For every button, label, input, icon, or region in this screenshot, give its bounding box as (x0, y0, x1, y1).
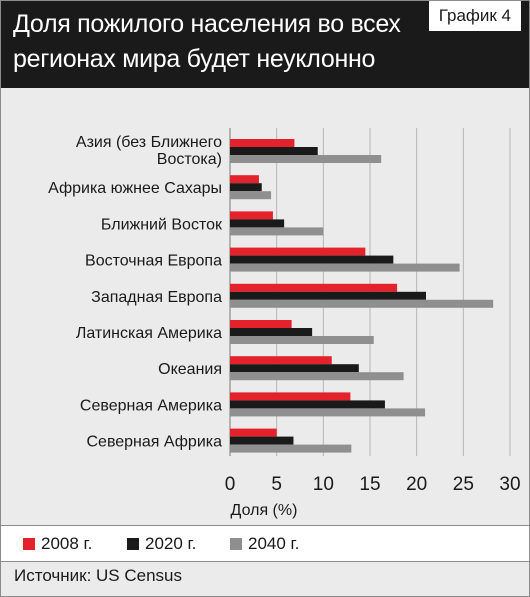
bar-8-series-1 (230, 392, 351, 401)
category-label-6: Латинская Америка (76, 325, 222, 342)
category-label-7: Океания (158, 361, 222, 378)
x-tick-label-0: 0 (225, 474, 236, 495)
bar-3-series-3 (230, 227, 324, 236)
bar-2-series-1 (230, 175, 259, 184)
bar-8-series-3 (230, 408, 426, 417)
bar-chart: Азия (без Ближнего Востока) Африка южнее С… (48, 128, 521, 519)
legend-label-2040: 2040 г. (248, 534, 300, 553)
bar-2-series-2 (230, 183, 262, 192)
source-note: Источник: US Census (14, 566, 182, 585)
category-label-8: Северная Америка (80, 397, 222, 414)
bar-6-series-2 (230, 328, 313, 336)
bar-4-series-3 (230, 263, 460, 272)
legend-swatch-2040 (230, 538, 242, 550)
bar-2-series-3 (230, 191, 272, 200)
bar-5-series-3 (230, 299, 494, 308)
category-label-9: Северная Африка (86, 434, 222, 451)
x-tick-label-25: 25 (453, 474, 474, 495)
bar-6-series-3 (230, 336, 374, 344)
bar-5-series-2 (230, 291, 426, 300)
category-label-3: Ближний Восток (101, 216, 223, 233)
bar-3-series-2 (230, 219, 285, 228)
legend-label-2020: 2020 г. (145, 534, 197, 553)
bar-1-series-1 (230, 139, 295, 147)
bar-9-series-1 (230, 428, 277, 437)
category-label-2: Африка южнее Сахары (48, 180, 222, 197)
bar-7-series-2 (230, 364, 359, 373)
legend-swatch-2008 (23, 538, 35, 550)
x-tick-label-5: 5 (271, 474, 282, 495)
category-label-1: Азия (без Ближнего Востока) (76, 134, 222, 168)
bar-7-series-3 (230, 372, 404, 381)
plot-area: Азия (без Ближнего Востока) Африка южнее С… (1, 88, 529, 524)
bar-8-series-2 (230, 400, 385, 409)
x-tick-label-30: 30 (499, 474, 520, 495)
legend-label-2008: 2008 г. (41, 534, 93, 553)
x-tick-label-20: 20 (406, 474, 427, 495)
legend-item-2020: 2020 г. (127, 526, 196, 561)
legend-item-2008: 2008 г. (23, 526, 92, 561)
chart-number-tag: График 4 (428, 1, 521, 31)
legend-swatch-2020 (127, 538, 139, 550)
bar-6-series-1 (230, 320, 292, 328)
bar-5-series-1 (230, 283, 398, 292)
chart-header: Доля пожилого населения во всех регионах… (1, 1, 529, 108)
bar-7-series-1 (230, 356, 332, 365)
bar-4-series-2 (230, 255, 394, 264)
bar-4-series-1 (230, 247, 366, 256)
bar-3-series-1 (230, 211, 273, 220)
bar-1-series-2 (230, 147, 318, 155)
bar-9-series-2 (230, 436, 294, 445)
legend: 2008 г. 2020 г. 2040 г. (1, 525, 529, 562)
x-tick-label-15: 15 (359, 474, 380, 495)
category-label-5: Западная Европа (91, 289, 222, 306)
category-label-4: Восточная Европа (85, 253, 222, 270)
bar-1-series-3 (230, 155, 382, 163)
legend-item-2040: 2040 г. (230, 526, 299, 561)
bar-9-series-3 (230, 444, 352, 453)
x-axis-label: Доля (%) (231, 502, 298, 519)
x-tick-label-10: 10 (313, 474, 334, 495)
